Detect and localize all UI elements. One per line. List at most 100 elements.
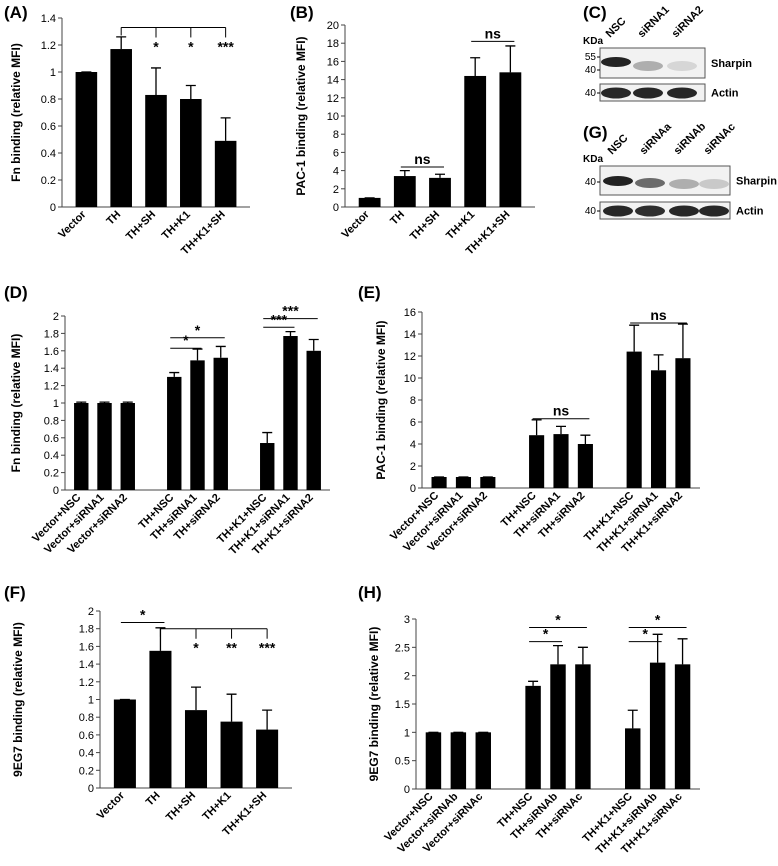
y-tick-label: 2 [88,606,94,618]
y-tick-label: 14 [327,75,339,87]
y-tick-label: 1.6 [79,641,94,653]
x-tick-label: TH+K1 [444,209,477,242]
lane-label: siRNAc [702,121,738,157]
y-tick-label: 0.8 [79,712,94,724]
error-bar [677,638,688,665]
error-bar [553,644,563,665]
bar [180,99,202,207]
error-bar [192,348,203,361]
y-tick-label: 4 [410,439,416,451]
error-bar [122,401,133,403]
size-marker: 40 [585,206,597,217]
size-marker: 40 [585,65,597,76]
y-tick-label: 0 [404,784,410,796]
y-tick-label: 16 [404,307,416,319]
bar [358,197,381,207]
y-tick-label: 1 [50,67,56,79]
error-bar [505,45,516,73]
blot-band [635,178,665,188]
row-label: Actin [736,206,764,218]
significance-label: ns [553,403,570,419]
row-label: Sharpin [711,58,752,70]
y-tick-label: 0.2 [41,175,56,187]
bar [674,664,691,789]
y-tick-label: 0.4 [41,148,56,160]
y-tick-label: 12 [404,351,416,363]
y-tick-label: 1.2 [41,40,56,52]
y-tick-label: 0.4 [44,450,59,462]
y-tick-label: 2 [404,671,410,683]
error-bar [76,401,87,403]
error-bar [191,686,201,711]
panel-label: (D) [4,283,28,302]
unit-label: KDa [583,36,603,47]
error-bar [215,345,226,358]
bar [575,664,591,789]
y-tick-label: 2 [53,311,59,323]
significance-label: * [183,332,189,348]
y-tick-label: 2.5 [395,642,410,654]
y-tick-label: 16 [327,56,339,68]
y-axis-label: 9EG7 binding (relative MFI) [11,622,25,777]
significance-label: ** [226,640,237,656]
y-axis-label: PAC-1 binding (relative MFI) [374,320,388,479]
bar [214,140,237,207]
bar [499,72,522,207]
error-bar [435,173,445,178]
blot-band [603,205,633,217]
y-tick-label: 0.6 [79,730,94,742]
significance-label: * [195,322,201,338]
y-tick-label: 1.4 [79,659,94,671]
y-tick-label: 1 [53,398,59,410]
y-tick-label: 1.8 [79,624,94,636]
x-tick-label: Vector [95,789,128,822]
significance-label: ns [414,151,431,167]
y-tick-label: 0 [53,485,59,497]
panel-label: (H) [358,583,382,602]
bar [475,732,491,789]
bar [553,434,569,488]
bar [97,403,112,490]
significance-label: * [188,38,194,54]
size-marker: 40 [585,88,597,99]
y-tick-label: 0.2 [44,468,59,480]
size-marker: 55 [585,52,597,63]
y-tick-label: 1.2 [79,677,94,689]
y-tick-label: 4 [333,166,339,178]
significance-label: * [140,607,146,623]
y-tick-label: 1.2 [44,381,59,393]
significance-label: * [153,38,159,54]
bar [283,336,298,490]
y-tick-label: 0 [410,483,416,495]
error-bar [677,323,688,359]
y-tick-label: 10 [404,373,416,385]
error-bar [226,693,237,722]
error-bar [629,324,640,352]
significance-label: *** [282,303,299,319]
error-bar [653,354,664,371]
blot-band [635,205,665,217]
significance-label: * [655,612,661,628]
bar [626,351,642,488]
y-tick-label: 0.6 [41,121,56,133]
panel-label: (E) [358,283,381,302]
error-bar [185,84,196,99]
significance-label: * [555,612,561,628]
bar [113,699,136,788]
blot-band [667,87,697,99]
y-tick-label: 3 [404,614,410,626]
row-label: Sharpin [736,176,777,188]
y-tick-label: 2 [410,461,416,473]
significance-label: *** [217,38,234,54]
bar [110,49,132,207]
error-bar [169,371,180,377]
y-axis-label: Fn binding (relative MFI) [9,43,23,182]
blot-band [669,179,699,189]
x-tick-label: TH+K1 [160,209,193,242]
y-tick-label: 18 [327,38,339,50]
panel-label: (B) [290,3,314,22]
x-tick-label: TH+K1 [200,790,233,823]
error-bar [399,169,410,177]
y-tick-label: 20 [327,20,339,32]
x-tick-label: TH [144,790,163,809]
